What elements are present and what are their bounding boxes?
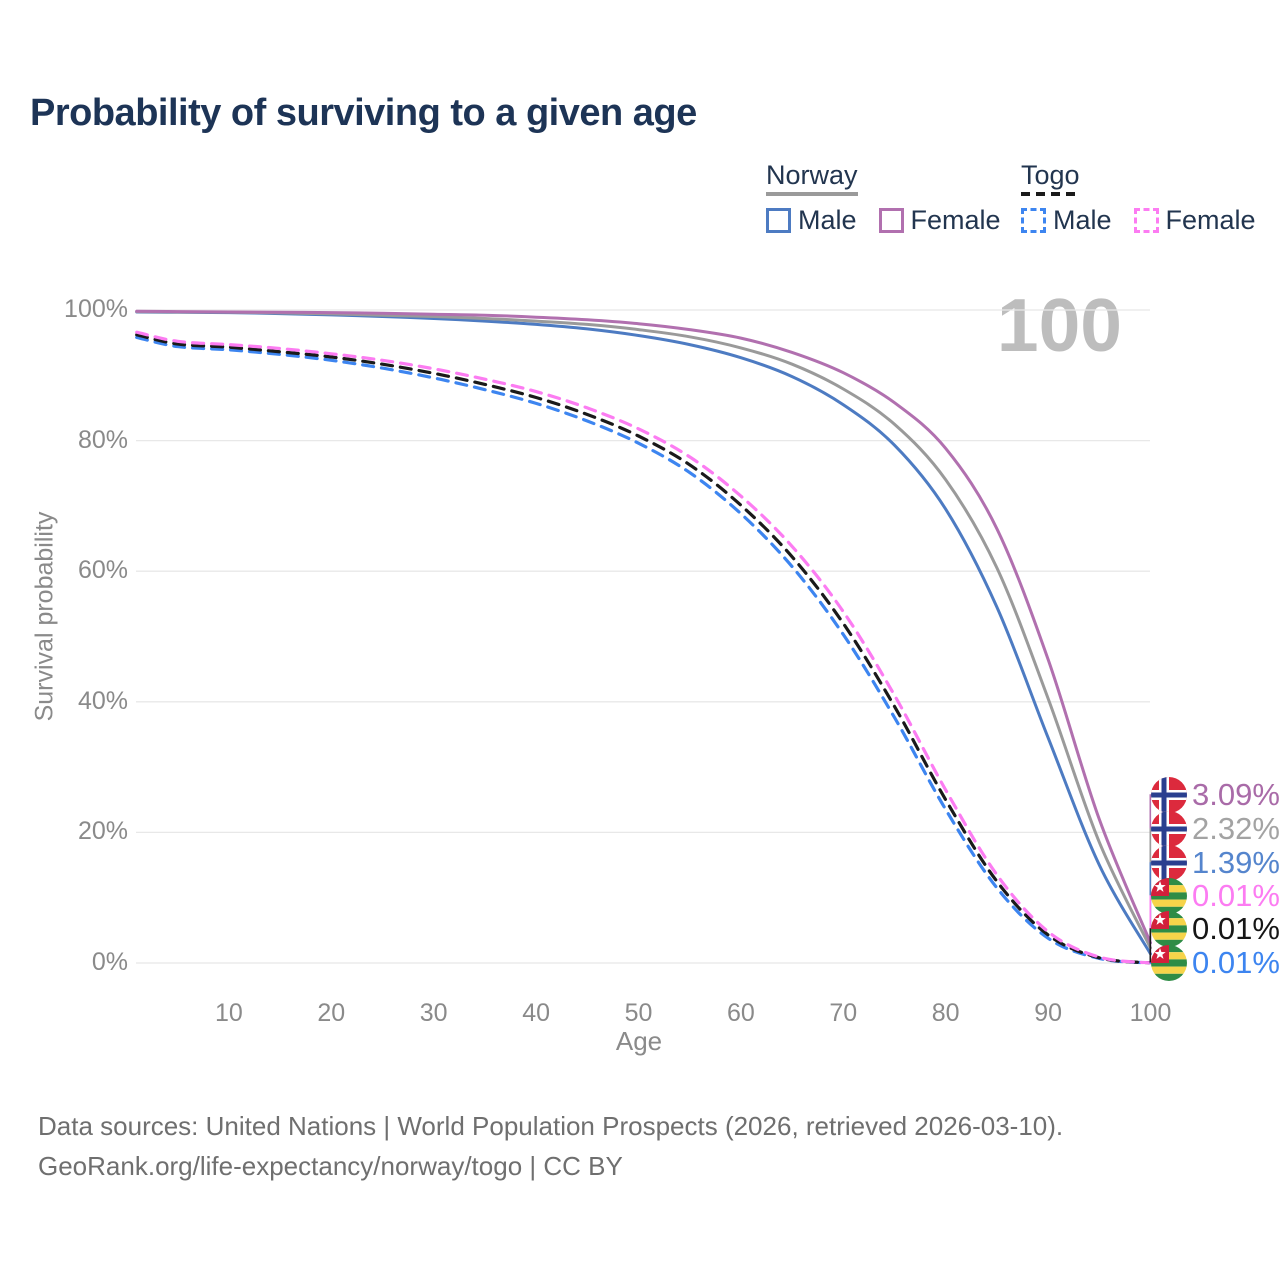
togo-flag-icon (1151, 945, 1187, 981)
y-tick-label: 100% (64, 295, 128, 323)
end-value: 0.01% (1192, 911, 1280, 946)
series-end-label-norway-male: 1.39% (1151, 845, 1280, 881)
norway-flag-icon (1151, 845, 1187, 881)
legend-label: Male (1053, 205, 1112, 235)
x-tick-label: 100 (1129, 999, 1172, 1027)
x-tick-label: 80 (931, 999, 960, 1027)
togo-female-swatch (1133, 208, 1159, 233)
legend-label: Male (798, 205, 857, 235)
series-end-label-togo-total: 0.01% (1151, 911, 1280, 947)
y-tick-label: 20% (77, 817, 128, 846)
togo-flag-icon (1151, 878, 1187, 914)
norway-female-swatch (878, 208, 904, 233)
norway-male-swatch (766, 208, 791, 233)
y-tick-label: 60% (77, 556, 128, 585)
series-end-label-norway-total: 2.32% (1151, 811, 1280, 847)
legend-item-togo-female[interactable]: Female (1133, 205, 1256, 236)
attribution-line: GeoRank.org/life-expectancy/norway/togo … (38, 1151, 623, 1181)
x-tick-label: 90 (1034, 999, 1062, 1027)
series-end-label-norway-female: 3.09% (1151, 777, 1280, 813)
y-tick-label: 40% (77, 686, 128, 715)
togo-total-line-swatch (1021, 192, 1079, 196)
legend-country-togo[interactable]: Togo (1021, 160, 1080, 190)
legend-item-norway-female[interactable]: Female (878, 205, 1001, 236)
series-end-label-togo-female: 0.01% (1151, 878, 1280, 914)
series-line-norway-both-sexes[interactable] (135, 310, 1152, 950)
norway-flag-icon (1151, 777, 1187, 813)
legend-country-norway[interactable]: Norway (766, 160, 858, 190)
page-title: Probability of surviving to a given age (30, 92, 697, 134)
end-value: 0.01% (1192, 878, 1280, 913)
end-value: 1.39% (1192, 845, 1280, 880)
legend-label: Female (1165, 205, 1256, 235)
togo-male-swatch (1021, 208, 1046, 233)
data-source-line: Data sources: United Nations | World Pop… (38, 1111, 1064, 1141)
series-line-norway-male[interactable] (135, 310, 1152, 956)
series-line-togo-female[interactable] (135, 330, 1153, 965)
x-axis-title: Age (615, 1026, 663, 1056)
series-line-norway-female[interactable] (135, 309, 1152, 945)
end-value: 3.09% (1192, 777, 1280, 812)
togo-flag-icon (1151, 911, 1187, 947)
legend-group-norway: Norway Male Female (766, 160, 1001, 236)
legend-item-togo-male[interactable]: Male (1021, 205, 1112, 236)
legend-group-togo: Togo Male Female (1021, 160, 1256, 236)
norway-flag-icon (1151, 811, 1187, 847)
y-tick-label: 80% (77, 425, 128, 454)
series-line-togo-both-sexes[interactable] (135, 333, 1153, 965)
legend-item-norway-male[interactable]: Male (766, 205, 857, 236)
x-tick-label: 30 (419, 999, 448, 1027)
x-tick-label: 10 (214, 999, 243, 1027)
norway-total-line-swatch (766, 192, 858, 196)
end-value: 0.01% (1192, 945, 1280, 980)
x-tick-label: 40 (522, 999, 550, 1027)
series-end-label-togo-male: 0.01% (1151, 945, 1280, 981)
footer: Data sources: United Nations | World Pop… (38, 1106, 1063, 1186)
end-value: 2.32% (1192, 811, 1280, 846)
y-tick-label: 0% (91, 948, 128, 976)
hover-age-watermark: 100 (996, 283, 1122, 367)
x-tick-label: 60 (726, 999, 755, 1027)
x-tick-label: 70 (829, 999, 858, 1027)
x-tick-label: 50 (624, 999, 653, 1027)
legend-label: Female (910, 205, 1001, 235)
series-line-togo-male[interactable] (135, 335, 1153, 965)
x-tick-label: 20 (317, 999, 346, 1027)
